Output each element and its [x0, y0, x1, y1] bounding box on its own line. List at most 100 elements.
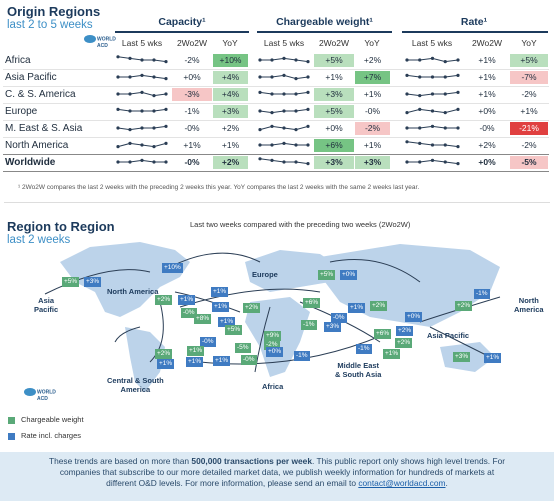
sparkline-point [270, 111, 274, 115]
sparkline-point [140, 126, 144, 130]
sparkline-point [152, 75, 156, 79]
sparkline-point [306, 90, 310, 95]
chg-yoy-cell: +3% [355, 156, 390, 169]
sparkline-point [418, 141, 422, 145]
route-change-chip: +8% [194, 314, 212, 324]
route-change-chip: -0% [181, 308, 197, 318]
sparkline-point [270, 158, 274, 162]
sparkline-point [443, 126, 447, 130]
sparkline-point [164, 60, 168, 64]
sparkline-point [258, 128, 262, 132]
route-change-chip: +1% [348, 303, 366, 313]
sparkline-point [258, 157, 262, 161]
info-banner: These trends are based on more than 500,… [0, 452, 554, 501]
sparkline-point [282, 92, 286, 96]
map-label-north-america: North America [107, 287, 159, 296]
rate-yoy-cell: -5% [510, 156, 548, 169]
sparkline-point [258, 90, 262, 95]
cap-2wo2w-cell: -0% [184, 123, 200, 133]
sparkline-point [405, 73, 409, 78]
chg-2wo2w-cell: +1% [325, 72, 343, 82]
r2r-title: Region to Region [7, 219, 115, 234]
sparkline-point [152, 145, 156, 149]
row-divider [3, 69, 549, 70]
col-yoy-capacity: YoY [222, 38, 238, 48]
region-label: North America [5, 140, 69, 151]
origin-subtitle: last 2 to 5 weeks [7, 19, 93, 31]
sparkline-point [443, 75, 447, 79]
route-change-chip: +5% [225, 325, 243, 335]
contact-email-link[interactable]: contact@worldacd.com [358, 478, 446, 488]
sparkline-point [456, 126, 460, 130]
route-change-chip: +1% [212, 302, 230, 312]
worldacd-logo: WORLD ACD [84, 35, 116, 49]
sparkline-point [430, 56, 435, 61]
route-change-chip: +2% [396, 326, 414, 336]
chg-2wo2w-cell: +5% [314, 105, 354, 118]
cap-yoy-cell: +2% [221, 123, 240, 133]
sparkline-point [140, 73, 144, 78]
sparkline-point [456, 73, 460, 78]
sparkline-point [294, 92, 298, 96]
sparkline-point [430, 158, 435, 162]
sparkline-point [116, 145, 120, 149]
world-map [44, 242, 501, 392]
section-divider [4, 202, 550, 203]
sparkline-point [456, 107, 460, 112]
sparkline-point [306, 107, 310, 112]
route-change-chip: +3% [453, 352, 471, 362]
sparkline-point [306, 162, 310, 166]
sparkline-point [294, 58, 298, 62]
chg-yoy-cell: +1% [363, 89, 382, 99]
sparkline-point [270, 143, 274, 147]
sparkline-point [405, 111, 409, 115]
sparkline-point [140, 109, 144, 113]
route-arrows [44, 252, 501, 373]
sparkline-point [258, 109, 262, 113]
rate-2wo2w-cell: +1% [478, 55, 496, 65]
cap-2wo2w-cell: -2% [184, 55, 200, 65]
sparkline-point [140, 158, 144, 162]
chg-yoy-cell: -2% [355, 122, 390, 135]
sparkline-point [116, 75, 120, 79]
map-title: Last two weeks compared with the precedi… [190, 220, 411, 229]
sparkline-point [128, 75, 132, 79]
rate-yoy-cell: -21% [510, 122, 548, 135]
map-label-europe: Europe [252, 270, 278, 279]
route-change-chip: -0% [200, 337, 216, 347]
route-change-chip: +6% [303, 298, 321, 308]
globe-icon [84, 35, 96, 43]
sparkline-point [306, 143, 310, 147]
route-change-chip: +5% [62, 277, 80, 287]
route-change-chip: +9% [264, 331, 282, 341]
sparkline-point [116, 160, 120, 164]
cap-yoy-cell: +3% [213, 105, 248, 118]
sparkline-point [430, 143, 435, 147]
sparkline-point [282, 109, 286, 113]
sparkline-point [164, 107, 168, 112]
origin-title: Origin Regions [7, 4, 101, 19]
route-change-chip: +0% [405, 312, 423, 322]
sparkline-point [258, 58, 262, 62]
legend-rate: Rate incl. charges [8, 431, 81, 440]
route-change-chip: -1% [356, 344, 372, 354]
chg-yoy-cell: +2% [363, 55, 382, 65]
sparkline-point [270, 92, 274, 96]
map-label-central-south: Central & South America [107, 376, 164, 394]
sparkline-point [164, 124, 168, 129]
sparkline-point [140, 143, 144, 147]
sparkline-point [456, 162, 460, 166]
route-change-chip: -2% [264, 340, 280, 350]
route-change-chip: +1% [187, 346, 205, 356]
rate-rule [402, 31, 548, 33]
chargeable-rule [257, 31, 392, 33]
route-change-chip: +1% [211, 287, 229, 297]
sparkline-point [306, 124, 310, 129]
cap-2wo2w-cell: -0% [184, 157, 200, 167]
row-divider [3, 154, 549, 155]
route-change-chip: +2% [155, 349, 173, 359]
sparklines [116, 55, 460, 166]
sparkline-point [128, 160, 132, 164]
rate-yoy-cell: -2% [521, 89, 537, 99]
cap-yoy-cell: +4% [213, 88, 248, 101]
